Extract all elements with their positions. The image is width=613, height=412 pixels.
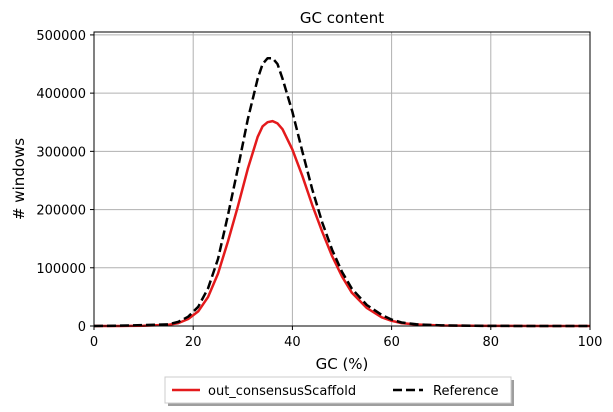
grid-lines xyxy=(93,32,591,327)
y-axis-ticks: 0 100000 200000 300000 400000 500000 xyxy=(36,29,94,335)
plot-frame xyxy=(93,31,591,327)
x-tick-label: 60 xyxy=(383,335,400,350)
x-tick-label: 0 xyxy=(90,335,98,350)
series-lines xyxy=(93,56,590,328)
y-tick-label: 300000 xyxy=(36,145,86,160)
x-tick-label: 20 xyxy=(185,335,202,350)
y-tick-label: 100000 xyxy=(36,262,86,277)
y-tick-label: 0 xyxy=(78,320,86,335)
y-tick-label: 400000 xyxy=(36,87,86,102)
x-tick-label: 100 xyxy=(578,335,603,350)
y-tick-label: 500000 xyxy=(36,29,86,44)
series-line-reference xyxy=(93,56,590,328)
series-line-consensus xyxy=(94,119,590,328)
chart-title: GC content xyxy=(300,9,384,27)
x-tick-label: 80 xyxy=(483,335,500,350)
x-tick-label: 40 xyxy=(284,335,301,350)
legend-label-reference: Reference xyxy=(433,384,498,399)
legend-box xyxy=(164,376,512,404)
legend-label-consensus: out_consensusScaffold xyxy=(208,384,356,399)
y-tick-label: 200000 xyxy=(36,204,86,219)
x-axis-ticks: 0 20 40 60 80 100 xyxy=(90,326,603,350)
x-axis-label: GC (%) xyxy=(316,355,369,373)
legend: out_consensusScaffold Reference xyxy=(164,376,514,406)
y-axis-label: # windows xyxy=(10,138,28,220)
